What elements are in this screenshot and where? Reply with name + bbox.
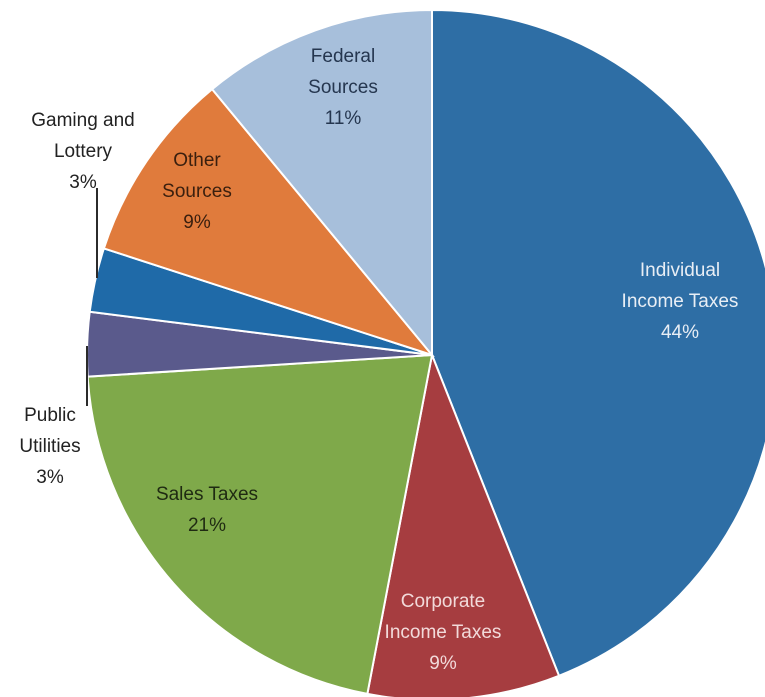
- slice-percent: 44%: [661, 322, 699, 343]
- slice-other-sources: [102, 87, 435, 358]
- slice-name-line: Utilities: [19, 436, 80, 457]
- slice-percent: 3%: [69, 172, 97, 193]
- slice-federal-sources: [210, 8, 433, 358]
- slice-label-individual-income-taxes: Individual Income Taxes 44%: [622, 260, 739, 343]
- slice-name-line: Sales Taxes: [156, 484, 258, 505]
- leader-lines: [86, 188, 98, 406]
- slice-label-gaming-and-lottery: Gaming and Lottery 3%: [31, 110, 135, 193]
- slice-name-line: Sources: [308, 77, 378, 98]
- slice-name-line: Income Taxes: [385, 622, 502, 643]
- slice-percent: 9%: [183, 212, 211, 233]
- slice-label-public-utilities: Public Utilities 3%: [19, 405, 80, 488]
- slice-percent: 21%: [188, 515, 226, 536]
- slice-name-line: Lottery: [54, 141, 113, 162]
- slice-name-line: Corporate: [401, 591, 486, 612]
- pie-slices: [86, 8, 765, 697]
- slice-corporate-income-taxes: [366, 351, 561, 697]
- slice-name-line: Public: [24, 405, 76, 426]
- slice-label-corporate-income-taxes: Corporate Income Taxes 9%: [385, 591, 502, 674]
- slice-name-line: Sources: [162, 181, 232, 202]
- slice-percent: 11%: [325, 108, 362, 129]
- slice-individual-income-taxes: [431, 8, 765, 678]
- slice-name-line: Other: [173, 150, 221, 171]
- slice-label-sales-taxes: Sales Taxes 21%: [156, 484, 258, 536]
- slice-name-line: Federal: [311, 46, 375, 67]
- slice-label-federal-sources: Federal Sources 11%: [308, 46, 378, 129]
- slice-name-line: Individual: [640, 260, 720, 281]
- slice-name-line: Income Taxes: [622, 291, 739, 312]
- slice-sales-taxes: [86, 353, 434, 696]
- slice-labels: Individual Income Taxes 44% Corporate Income…: [19, 46, 738, 674]
- slice-percent: 9%: [429, 653, 457, 674]
- slice-name-line: Gaming and: [31, 110, 135, 131]
- slice-percent: 3%: [36, 467, 64, 488]
- slice-label-other-sources: Other Sources 9%: [162, 150, 232, 233]
